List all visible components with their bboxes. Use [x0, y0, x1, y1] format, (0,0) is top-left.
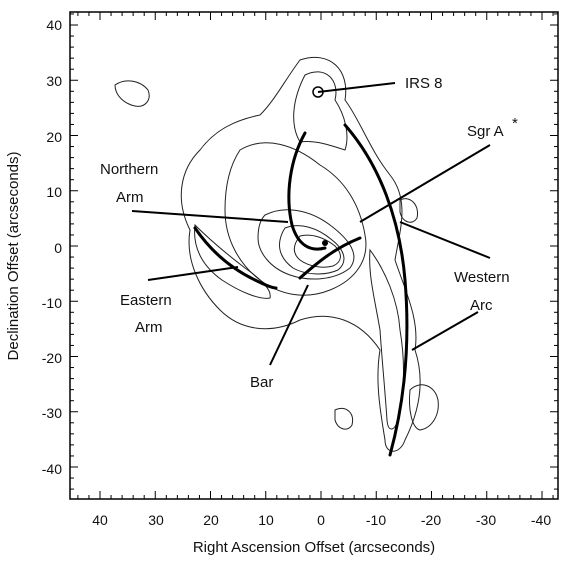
label-western-1: Western [454, 269, 510, 286]
y-tick-label: -10 [42, 295, 62, 311]
y-tick-label: 20 [46, 129, 62, 145]
contour-western [369, 248, 404, 430]
x-tick-label: -20 [421, 512, 441, 528]
label-eastern-2: Arm [135, 319, 163, 336]
x-axis-title: Right Ascension Offset (arcseconds) [193, 539, 435, 556]
western-arc-leader-upper [399, 221, 491, 259]
contour-patch-sw [409, 384, 439, 431]
label-northern-2: Arm [116, 189, 144, 206]
x-tick-labels: 40 30 20 10 0 -10 -20 -30 -40 [92, 512, 551, 528]
contour-mid [224, 142, 367, 296]
x-tick-label: 20 [203, 512, 219, 528]
sgr-a-star-marker [322, 240, 328, 246]
label-sgr-a: Sgr A [467, 123, 504, 140]
irs8-leader [317, 82, 396, 93]
label-western-2: Arc [470, 297, 493, 314]
y-tick-label: 30 [46, 73, 62, 89]
plot-frame [69, 11, 559, 500]
x-tick-label: 30 [148, 512, 164, 528]
bar-curve [298, 236, 362, 280]
y-tick-label: -20 [42, 350, 62, 366]
x-tick-label: 0 [317, 512, 325, 528]
leader-lines [131, 82, 491, 366]
x-tick-label: 40 [92, 512, 108, 528]
y-tick-label: 40 [46, 17, 62, 33]
contour-patch-s [334, 407, 354, 430]
contour-inner-1 [257, 209, 355, 280]
contour-patch-ne [114, 80, 150, 107]
label-bar: Bar [250, 374, 273, 391]
arc-overlays [193, 123, 409, 457]
bar-leader [269, 284, 309, 366]
label-sgr-a-star: * [512, 115, 518, 132]
contour-upper [293, 71, 348, 151]
x-tick-label: -40 [531, 512, 551, 528]
x-tick-label: 10 [258, 512, 274, 528]
y-tick-label: 0 [54, 240, 62, 256]
eastern-arm-curve [193, 226, 278, 290]
contour-outer-main [180, 56, 421, 452]
annotations: IRS 8 Sgr A * Northern Arm Western Arc E… [100, 75, 518, 391]
x-tick-label: -30 [476, 512, 496, 528]
eastern-arm-leader [147, 266, 239, 281]
western-arc-leader-lower [411, 311, 479, 351]
y-tick-label: 10 [46, 184, 62, 200]
y-tick-label: -30 [42, 405, 62, 421]
contour-map [114, 56, 439, 452]
contour-inner-2 [279, 225, 345, 275]
contour-eastern [194, 223, 271, 299]
y-tick-label: -40 [42, 461, 62, 477]
label-eastern-1: Eastern [120, 292, 172, 309]
western-arc-curve [343, 123, 409, 457]
label-northern-1: Northern [100, 161, 158, 178]
y-tick-labels: 40 30 20 10 0 -10 -20 -30 -40 [42, 17, 62, 477]
northern-arm-leader [131, 210, 289, 223]
label-irs8: IRS 8 [405, 75, 443, 92]
contour-patch-w [399, 198, 419, 223]
x-tick-label: -10 [366, 512, 386, 528]
y-axis-title: Declination Offset (arcseconds) [5, 152, 22, 361]
contour-inner-3 [293, 234, 341, 268]
tick-marks [70, 12, 558, 499]
northern-arm-curve [287, 131, 327, 251]
sgr-a-leader [359, 144, 491, 223]
